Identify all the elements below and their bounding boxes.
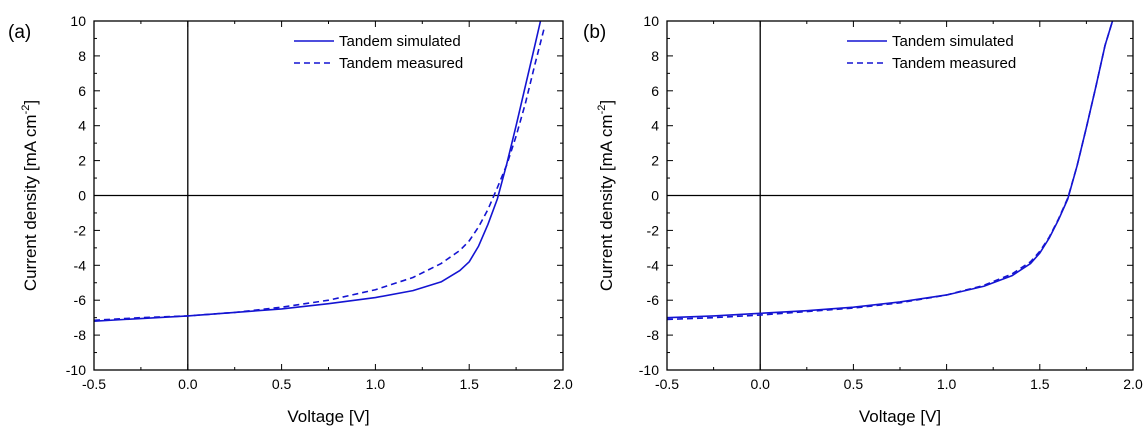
y-tick-label: -2	[647, 222, 660, 238]
series-simulated-line	[93, 20, 542, 322]
x-tick-label: 0.5	[272, 376, 292, 392]
legend-entry-label: Tandem measured	[892, 55, 1016, 72]
y-tick-label: 2	[78, 153, 86, 169]
y-tick-label: -4	[647, 257, 660, 273]
plot-frame	[93, 20, 564, 371]
x-axis-label: Voltage [V]	[287, 407, 369, 426]
x-tick-label: -0.5	[82, 376, 106, 392]
x-tick-label: 2.0	[553, 376, 573, 392]
y-tick-label: -10	[66, 362, 86, 378]
series-measured-line	[93, 27, 546, 322]
legend-entry-label: Tandem simulated	[892, 33, 1014, 50]
plot-frame	[666, 20, 1134, 371]
legend-entry-label: Tandem measured	[339, 55, 463, 72]
y-tick-label: -6	[74, 292, 87, 308]
y-tick-label: 4	[651, 118, 659, 134]
y-tick-label: 8	[651, 48, 659, 64]
y-tick-label: 6	[651, 83, 659, 99]
legend-entry-label: Tandem simulated	[339, 33, 461, 50]
y-tick-label: -4	[74, 257, 87, 273]
y-tick-label: 8	[78, 48, 86, 64]
y-tick-label: 0	[78, 188, 86, 204]
y-tick-label: 0	[651, 188, 659, 204]
y-tick-label: -2	[74, 222, 87, 238]
y-tick-label: 10	[643, 13, 659, 29]
y-axis-label: Current density [mA cm-2]	[20, 100, 40, 291]
x-tick-label: 1.0	[366, 376, 386, 392]
y-axis-label: Current density [mA cm-2]	[596, 100, 616, 291]
y-tick-label: 4	[78, 118, 86, 134]
x-tick-label: -0.5	[655, 376, 679, 392]
x-tick-label: 0.5	[844, 376, 864, 392]
chart-panel-a: (a) -0.5 0.0 0.5 1.0 1.5 2.0 -10 -8 -6 -4 -2 0 2 4 6 8 10…	[8, 13, 573, 426]
x-tick-label: 1.0	[937, 376, 957, 392]
x-tick-label: 0.0	[750, 376, 770, 392]
y-tick-label: 2	[651, 153, 659, 169]
panel-label: (a)	[8, 22, 31, 43]
chart-panel-b: (b) -0.5 0.0 0.5 1.0 1.5 2.0 -10 -8 -6 -4 -2 0 2 4 6 8 10…	[583, 13, 1143, 426]
y-tick-label: -6	[647, 292, 660, 308]
x-tick-label: 0.0	[178, 376, 198, 392]
y-tick-label: -8	[647, 327, 660, 343]
y-tick-label: -10	[639, 362, 659, 378]
y-tick-label: -8	[74, 327, 87, 343]
series-measured-line	[666, 20, 1114, 321]
x-tick-label: 2.0	[1123, 376, 1143, 392]
y-tick-label: 10	[70, 13, 86, 29]
y-tick-label: 6	[78, 83, 86, 99]
series-simulated-line	[666, 20, 1114, 319]
x-axis-label: Voltage [V]	[859, 407, 941, 426]
x-tick-label: 1.5	[1030, 376, 1050, 392]
panel-label: (b)	[583, 22, 606, 43]
x-tick-label: 1.5	[459, 376, 479, 392]
